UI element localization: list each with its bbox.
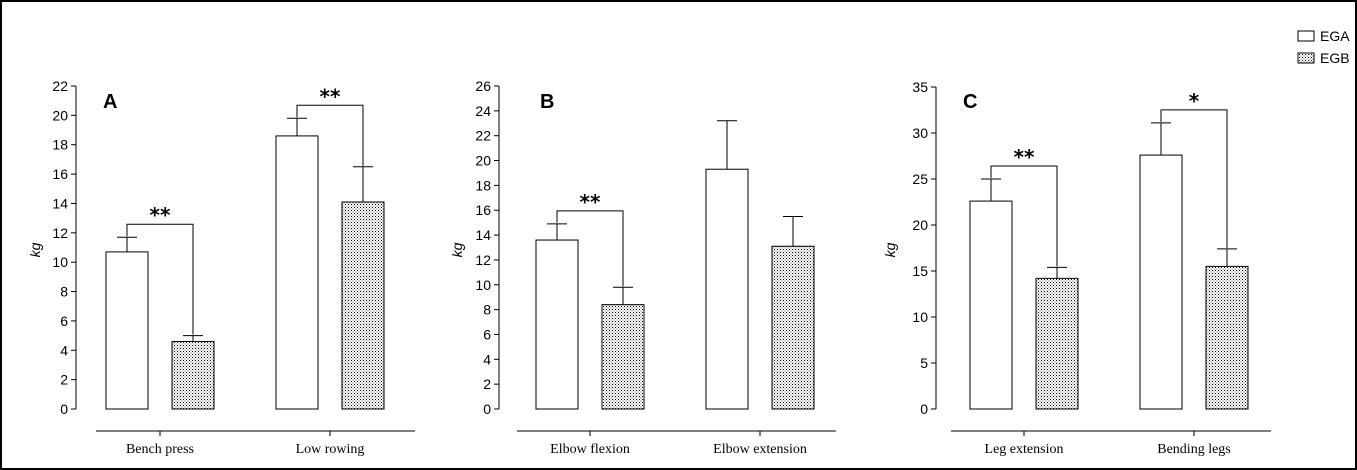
y-tick-label: 2 (60, 372, 68, 388)
x-tick-label: Leg extension (985, 442, 1064, 457)
y-tick-label: 10 (52, 254, 68, 270)
bar-egb (1205, 265, 1249, 410)
x-tick-label: Elbow extension (713, 442, 807, 457)
y-tick-label: 30 (912, 125, 928, 141)
significance-bracket (1160, 109, 1228, 248)
chart-panel-A: 0 2 4 6 8 10 12 14 16 18 20 22 kg A Bench press ** Low r… (27, 78, 415, 457)
bar-ega (969, 200, 1013, 410)
x-tick-label: Bench press (126, 442, 194, 457)
legend-item-ega: EGA (1297, 28, 1350, 44)
y-tick-label: 22 (52, 78, 68, 94)
x-tick-label: Low rowing (296, 442, 365, 457)
legend-label: EGB (1320, 50, 1350, 66)
y-tick-label: 18 (52, 137, 68, 153)
y-tick-label: 16 (475, 202, 491, 218)
legend-item-egb: EGB (1297, 50, 1350, 66)
y-tick-label: 0 (483, 401, 491, 417)
y-axis-label: kg (27, 242, 43, 257)
y-tick-label: 20 (52, 107, 68, 123)
bar-ega (105, 251, 149, 410)
legend: EGA EGB (1297, 28, 1350, 66)
y-tick-label: 35 (912, 79, 928, 95)
y-tick-label: 12 (52, 225, 68, 241)
y-tick-label: 24 (475, 103, 491, 119)
legend-label: EGA (1320, 28, 1350, 44)
bar-ega (535, 239, 579, 410)
significance-label: ** (1014, 145, 1035, 169)
y-tick-label: 4 (483, 351, 491, 367)
y-tick-label: 20 (912, 217, 928, 233)
significance-label: ** (320, 84, 341, 108)
significance-label: ** (580, 190, 601, 214)
significance-label: ** (150, 203, 171, 227)
legend-swatch (1297, 52, 1315, 64)
bar-egb (601, 304, 645, 410)
legend-swatch (1297, 30, 1315, 42)
y-tick-label: 12 (475, 252, 491, 268)
y-tick-label: 10 (475, 277, 491, 293)
y-axis-label: kg (882, 242, 898, 257)
bar-ega (1139, 154, 1183, 410)
y-tick-label: 10 (912, 309, 928, 325)
y-tick-label: 22 (475, 128, 491, 144)
panel-label: B (540, 91, 554, 113)
x-tick-label: Elbow flexion (550, 442, 630, 457)
y-tick-label: 16 (52, 166, 68, 182)
y-tick-label: 8 (483, 302, 491, 318)
bar-egb (771, 245, 815, 410)
y-tick-label: 6 (60, 313, 68, 329)
y-tick-label: 6 (483, 326, 491, 342)
bar-egb (341, 201, 385, 410)
significance-bracket (990, 165, 1058, 267)
y-tick-label: 15 (912, 263, 928, 279)
y-tick-label: 5 (920, 355, 928, 371)
y-tick-label: 8 (60, 284, 68, 300)
y-tick-label: 18 (475, 177, 491, 193)
panel-label: C (963, 91, 977, 113)
y-tick-label: 2 (483, 376, 491, 392)
y-tick-label: 0 (60, 401, 68, 417)
bar-egb (1035, 277, 1079, 410)
x-tick-label: Bending legs (1157, 442, 1231, 457)
significance-label: * (1189, 89, 1200, 113)
y-tick-label: 26 (475, 78, 491, 94)
y-tick-label: 25 (912, 171, 928, 187)
y-tick-label: 20 (475, 153, 491, 169)
bar-ega (275, 135, 319, 410)
y-tick-label: 0 (920, 401, 928, 417)
y-axis-label: kg (449, 242, 465, 257)
y-tick-label: 4 (60, 342, 68, 358)
significance-bracket (296, 104, 364, 166)
y-tick-label: 14 (52, 195, 68, 211)
significance-bracket (126, 223, 194, 335)
bar-ega (705, 168, 749, 410)
y-tick-label: 14 (475, 227, 491, 243)
chart-panel-C: 0 5 10 15 20 25 30 35 kg C Leg extension ** Bending … (882, 79, 1271, 457)
panel-label: A (103, 91, 117, 113)
significance-bracket (556, 210, 624, 287)
bar-egb (171, 340, 215, 410)
